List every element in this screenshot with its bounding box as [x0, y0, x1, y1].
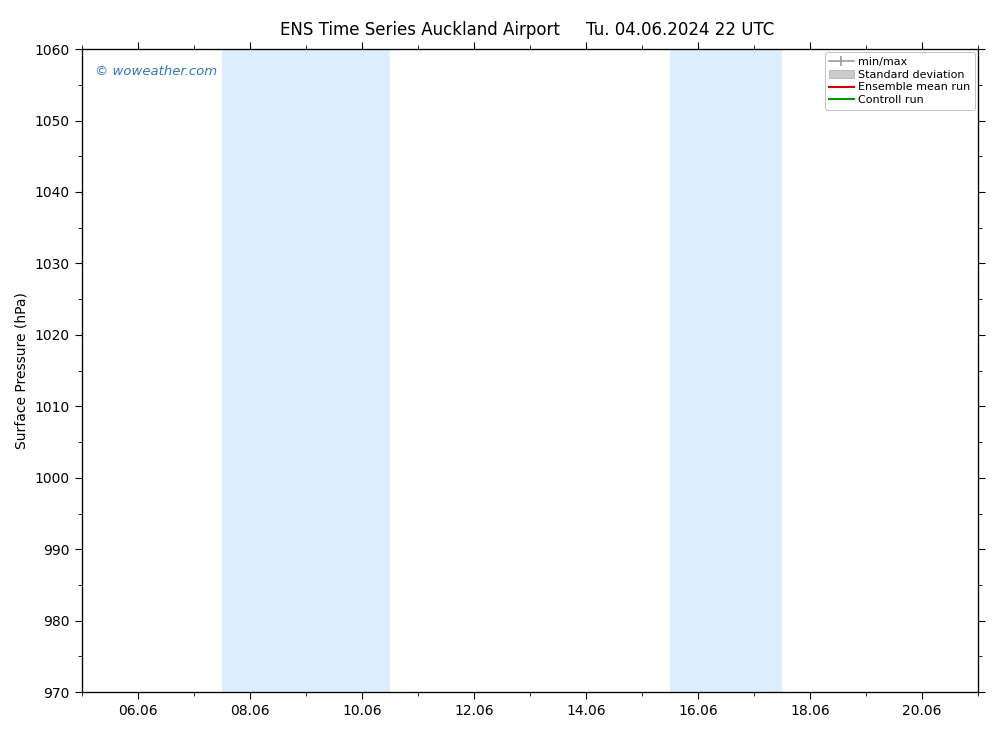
Text: ENS Time Series Auckland Airport: ENS Time Series Auckland Airport — [280, 21, 560, 39]
Bar — [670, 49, 782, 692]
Y-axis label: Surface Pressure (hPa): Surface Pressure (hPa) — [15, 292, 29, 449]
Text: © woweather.com: © woweather.com — [95, 65, 217, 78]
Bar — [222, 49, 390, 692]
Text: Tu. 04.06.2024 22 UTC: Tu. 04.06.2024 22 UTC — [586, 21, 774, 39]
Legend: min/max, Standard deviation, Ensemble mean run, Controll run: min/max, Standard deviation, Ensemble me… — [825, 52, 975, 110]
